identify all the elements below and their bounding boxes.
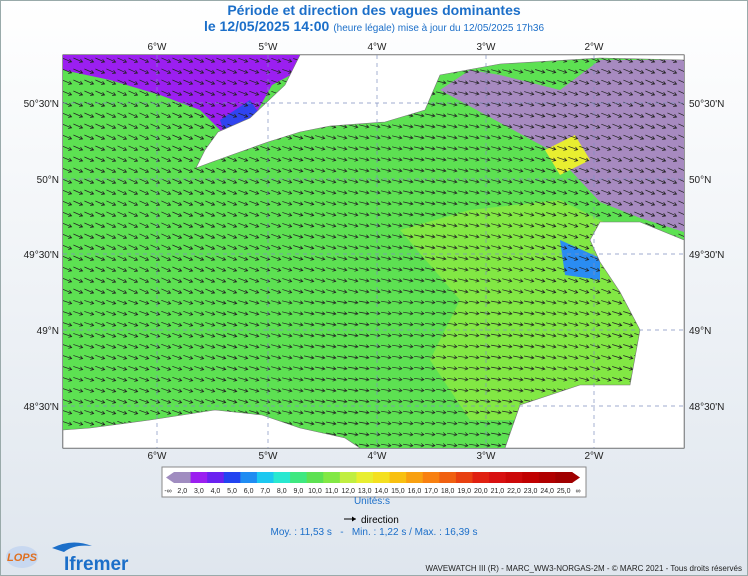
colorbar-segment [240,472,258,483]
colorbar-label: 3,0 [194,488,204,495]
lat-label-right: 50°30'N [689,99,724,110]
colorbar-segment [290,472,308,483]
lat-label-left: 49°N [37,326,59,337]
logo-wave [52,542,92,552]
graticule [63,55,684,448]
colorbar-label: 7,0 [260,488,270,495]
colorbar-label: 10,0 [308,488,322,495]
colorbar-label: 8,0 [277,488,287,495]
date: le 12/05/2025 14:00 [204,18,330,34]
logo-shape [6,546,38,568]
colorbar-label: 19,0 [457,488,471,495]
colorbar-segment [223,472,241,483]
colorbar-segment [406,472,424,483]
title: Période et direction des vagues dominant… [227,2,521,18]
colorbar-segment [174,472,192,483]
colorbar-segment [455,472,473,483]
colorbar-label: ∞ [576,488,581,495]
arrow-field [63,57,684,448]
lon-label-top: 5°W [259,42,279,53]
colorbar-label: 2,0 [177,488,187,495]
credits: WAVEWATCH III (R) - MARC_WW3-NORGAS-2M -… [426,564,742,573]
colorbar-segment [207,472,225,483]
lat-label-left: 48°30'N [24,402,59,413]
lat-label-left: 50°30'N [24,99,59,110]
colorbar-segment [555,472,573,483]
colorbar-segment [256,472,274,483]
lon-label-top: 2°W [585,42,605,53]
colorbar-label: 24,0 [540,488,554,495]
colorbar-segment [323,472,341,483]
land-normandy [504,221,684,448]
logo-ifremer: Ifremer [64,554,129,575]
colorbar-segment [389,472,407,483]
colorbar-end [166,472,174,483]
colorbar-label: 16,0 [408,488,422,495]
sea-zone [560,240,600,280]
colorbar-segment [422,472,440,483]
colorbar-segment [306,472,324,483]
stats: Moy. : 11,53 s - Min. : 1,22 s / Max. : … [271,527,478,538]
arrows [63,57,684,448]
colorbar-label: 20,0 [474,488,488,495]
colorbar-label: 23,0 [524,488,538,495]
colorbar-segment [190,472,208,483]
colorbar-label: 22,0 [507,488,521,495]
colorbar-end [572,472,580,483]
lon-label-bottom: 4°W [368,451,388,462]
lon-label-bottom: 2°W [585,451,605,462]
lon-label-bottom: 6°W [148,451,168,462]
colorbar-segment [538,472,556,483]
direction-label: direction [361,515,399,526]
lat-label-right: 50°N [689,175,711,186]
colorbar-label: 15,0 [391,488,405,495]
colorbar-label: 21,0 [491,488,505,495]
colorbar-segment [522,472,540,483]
colorbar-label: 5,0 [227,488,237,495]
lon-label-top: 3°W [477,42,497,53]
colorbar-label: 17,0 [424,488,438,495]
lon-label-top: 4°W [368,42,388,53]
colorbar-label: 6,0 [244,488,254,495]
direction-arrow-head [352,516,356,522]
colorbar-segment [273,472,291,483]
colorbar-segment [505,472,523,483]
lat-label-left: 50°N [37,175,59,186]
colorbar-segment [472,472,490,483]
colorbar: -∞ 2,0 3,0 4,0 5,0 6,0 7,0 8,0 9,0 10,0 11,0 12,0 13… [161,466,587,498]
logo-lops: LOPS [7,552,38,564]
colorbar-segment [373,472,391,483]
colorbar-segment [439,472,457,483]
sea-zone [545,135,590,175]
colorbar-label: 18,0 [441,488,455,495]
colorbar-segment [339,472,357,483]
lon-label-bottom: 3°W [477,451,497,462]
lat-label-right: 49°30'N [689,250,724,261]
colorbar-label: 11,0 [325,488,338,495]
lat-label-right: 48°30'N [689,402,724,413]
colorbar-label: 12,0 [341,488,355,495]
lon-label-bottom: 5°W [259,451,279,462]
land-brittany [63,409,361,448]
unit: Unités:s [354,496,390,507]
colorbar-label: 13,0 [358,488,372,495]
map-labels: 6°W 6°W 5°W 5°W 4°W 4°W 3°W 3°W 2°W 2°W 50°30'N 50°… [24,42,725,462]
colorbar-segment [356,472,374,483]
lon-label-top: 6°W [148,42,168,53]
colorbar-label: 9,0 [294,488,304,495]
colorbar-label: 25,0 [557,488,571,495]
land-england [195,55,684,169]
colorbar-label: -∞ [164,488,171,495]
update: (heure légale) mise à jour du 12/05/2025… [333,23,544,34]
subtitle: le 12/05/2025 14:00 (heure légale) mise à… [204,18,544,34]
lat-label-left: 49°30'N [24,250,59,261]
lat-label-right: 49°N [689,326,711,337]
colorbar-segment [489,472,507,483]
colorbar-label: 14,0 [374,488,388,495]
colorbar-label: 4,0 [211,488,221,495]
map [63,55,684,448]
